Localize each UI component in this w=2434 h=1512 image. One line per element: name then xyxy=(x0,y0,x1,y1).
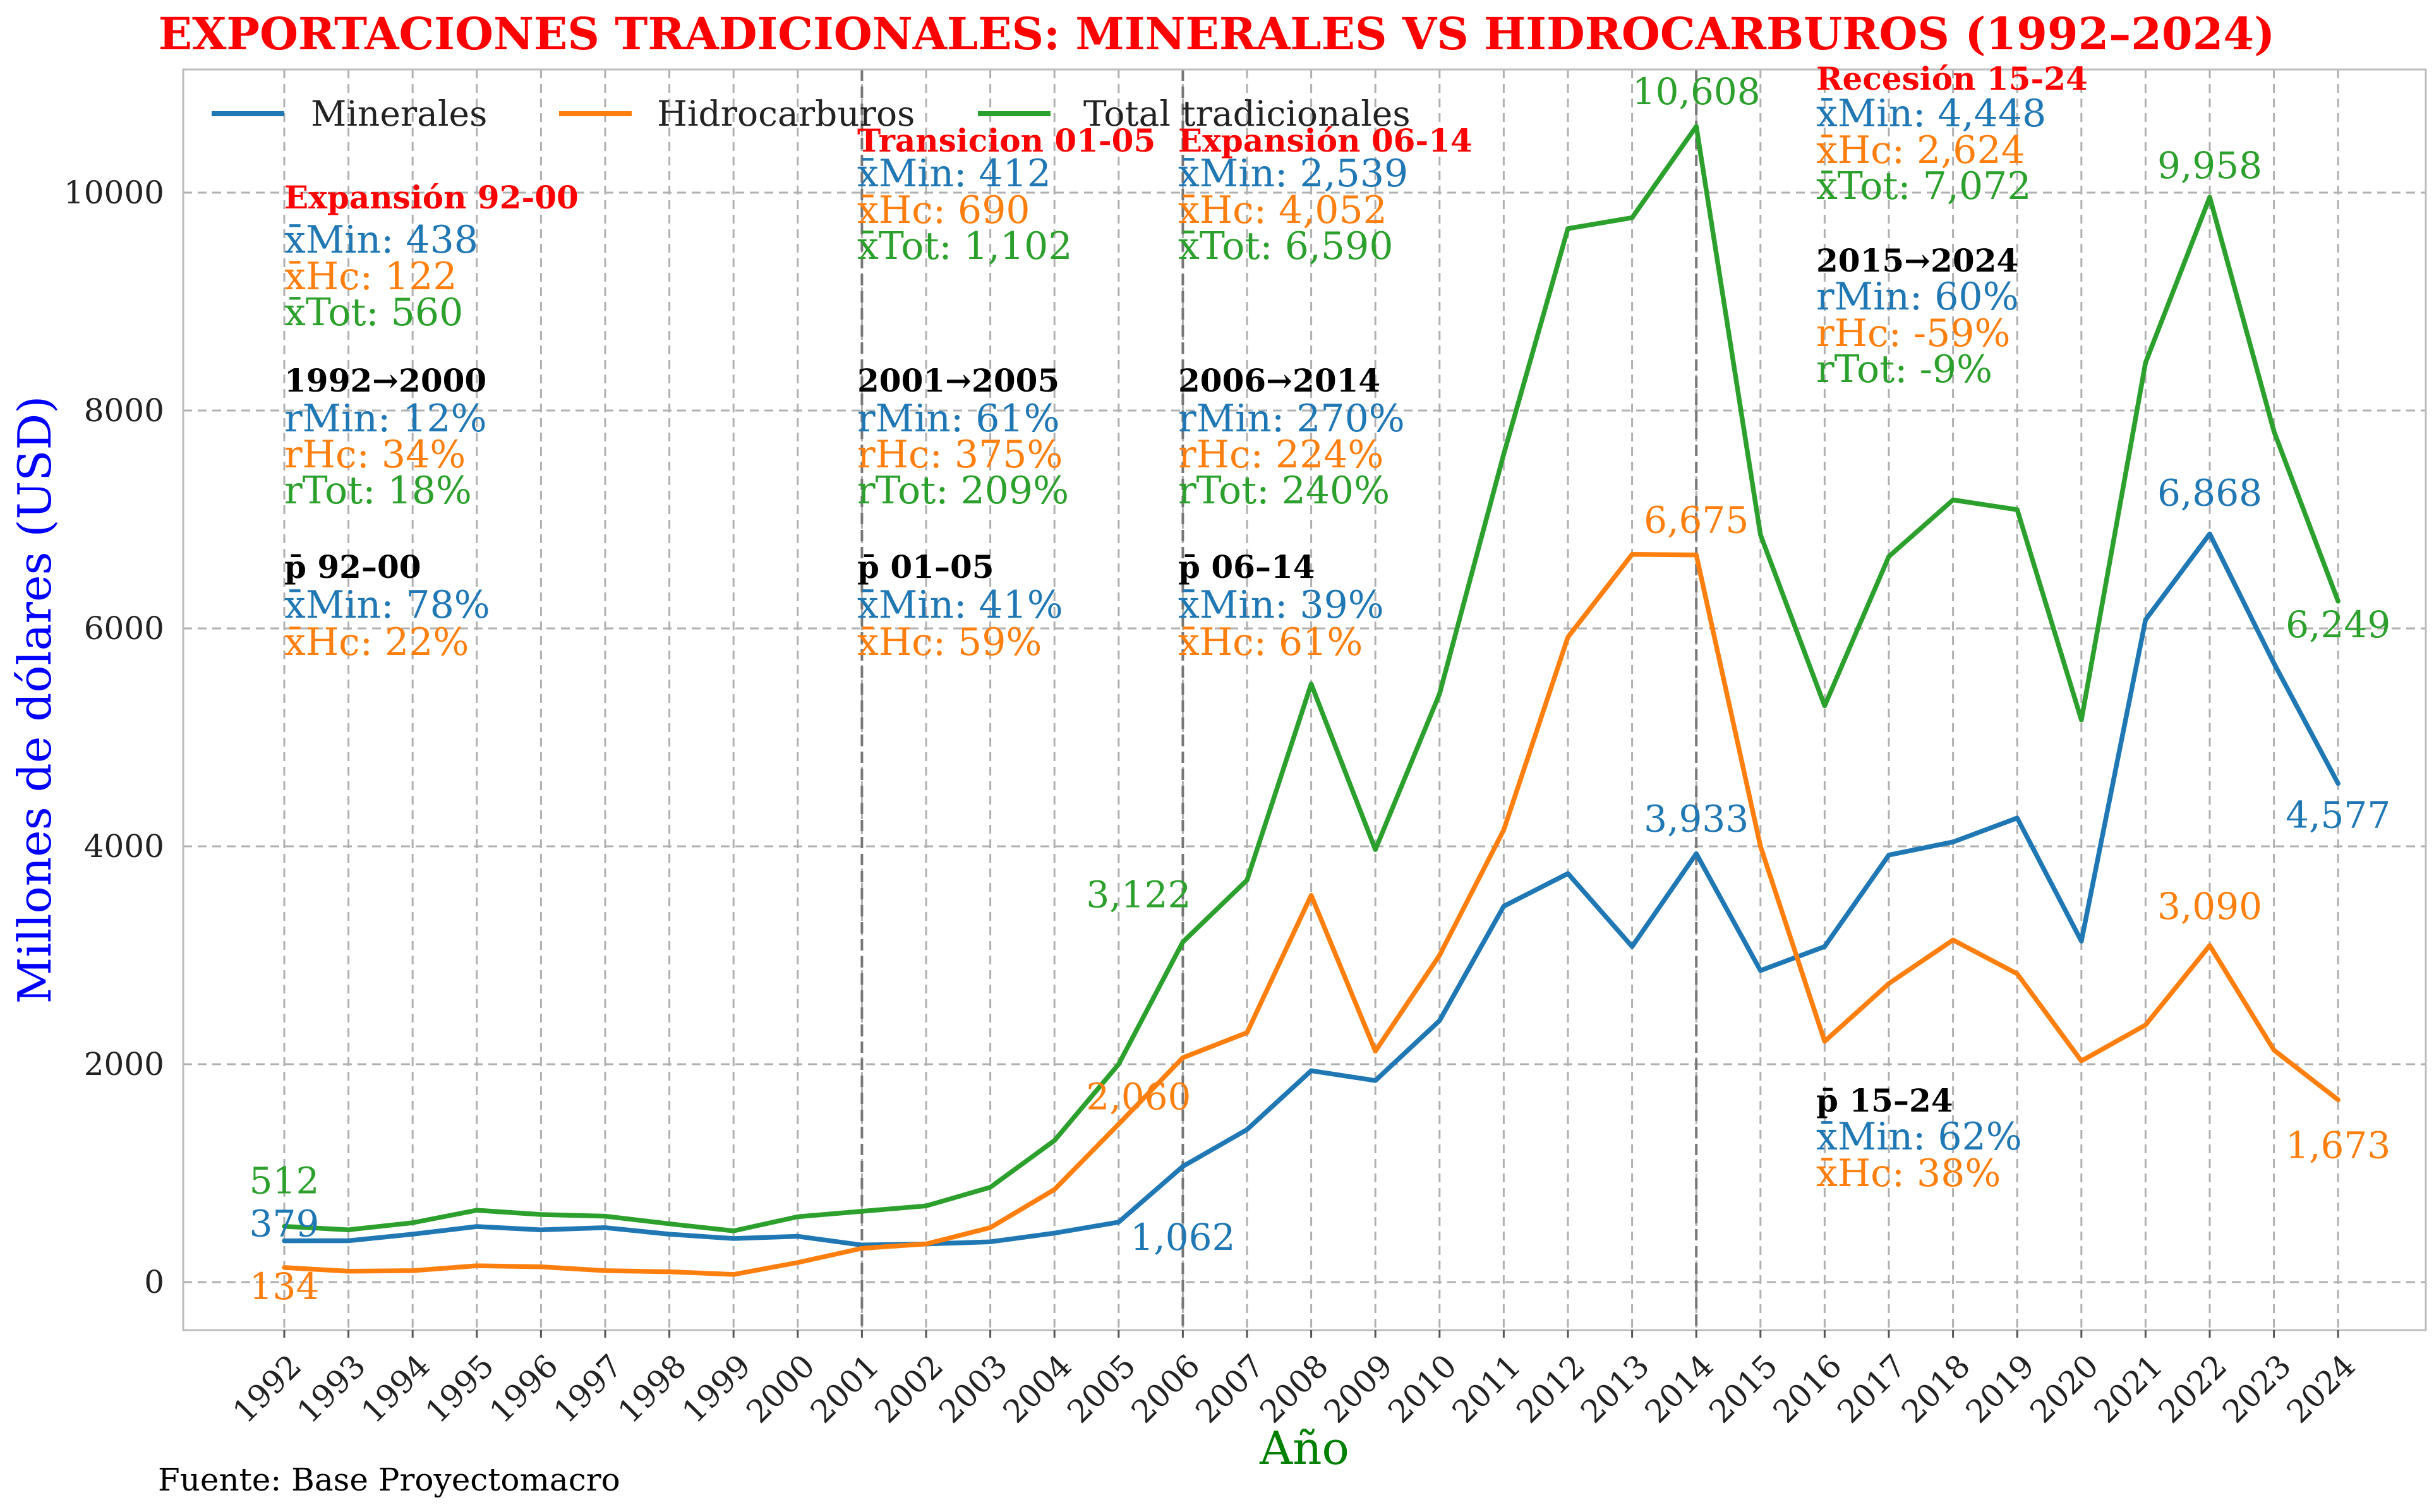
point-label-min-1992: 379 xyxy=(250,1203,320,1245)
y-tick-label: 4000 xyxy=(84,828,164,865)
period-growth-hc-p2: rHc: 375% xyxy=(857,433,1063,477)
period-mean-tot-p1: x̄Tot: 560 xyxy=(284,291,463,335)
point-label-tot-2014: 10,608 xyxy=(1632,70,1761,113)
period-share-min-p2: x̄Min: 41% xyxy=(857,583,1063,627)
period-growth-tot-p2: rTot: 209% xyxy=(857,469,1069,513)
point-label-hc-2022: 3,090 xyxy=(2157,885,2262,928)
period-share-hc-p2: x̄Hc: 59% xyxy=(857,620,1042,664)
period-growth-min-p1: rMin: 12% xyxy=(284,397,487,441)
period-share-hc-p3: x̄Hc: 61% xyxy=(1178,620,1363,664)
period-growth-title-p4: 2015→2024 xyxy=(1816,242,2018,279)
period-share-title-p3: p̄ 06–14 xyxy=(1178,548,1315,585)
y-tick-label: 8000 xyxy=(84,392,164,429)
point-label-tot-2024: 6,249 xyxy=(2286,603,2390,646)
point-label-min-2006: 1,062 xyxy=(1130,1216,1235,1259)
period-share-min-p3: x̄Min: 39% xyxy=(1178,583,1384,627)
series-lines xyxy=(282,124,2341,1277)
period-growth-title-p2: 2001→2005 xyxy=(857,362,1059,399)
period-growth-min-p3: rMin: 270% xyxy=(1178,397,1405,441)
period-mean-hc-p2: x̄Hc: 690 xyxy=(857,188,1030,232)
source-note: Fuente: Base Proyectomacro xyxy=(158,1461,620,1498)
plot-frame xyxy=(182,68,2427,1331)
point-label-min-2024: 4,577 xyxy=(2286,793,2390,836)
point-label-min-2014: 3,933 xyxy=(1644,798,1749,841)
period-share-min-p1: x̄Min: 78% xyxy=(284,583,490,627)
period-growth-min-p2: rMin: 61% xyxy=(857,397,1060,441)
period-growth-hc-p1: rHc: 34% xyxy=(284,433,466,477)
series-line-min xyxy=(282,531,2341,1248)
period-growth-title-p1: 1992→2000 xyxy=(284,362,486,399)
point-label-hc-1992: 134 xyxy=(250,1265,320,1308)
period-divider-lines xyxy=(860,69,1698,1330)
period-growth-title-p3: 2006→2014 xyxy=(1178,362,1380,399)
point-label-min-2022: 6,868 xyxy=(2157,471,2262,514)
legend: Minerales Hidrocarburos Total tradiciona… xyxy=(212,93,1411,134)
series-line-hc xyxy=(282,551,2341,1277)
chart-title: EXPORTACIONES TRADICIONALES: MINERALES V… xyxy=(159,8,2275,60)
y-tick-label: 0 xyxy=(144,1264,164,1300)
series-line-tot xyxy=(282,124,2341,1233)
point-label-hc-2024: 1,673 xyxy=(2286,1124,2390,1167)
y-axis-title: Millones de dólares (USD) xyxy=(8,396,61,1004)
period-growth-tot-p4: rTot: -9% xyxy=(1816,347,1992,392)
period-mean-tot-p3: x̄Tot: 6,590 xyxy=(1178,224,1394,268)
grid xyxy=(183,69,2426,1330)
period-title-p3: Expansión 06-14 xyxy=(1178,122,1473,159)
period-growth-min-p4: rMin: 60% xyxy=(1816,275,2019,319)
x-axis-title: Año xyxy=(1259,1422,1349,1475)
legend-label-total: Total tradicionales xyxy=(1083,93,1411,134)
legend-label-hidrocarburos: Hidrocarburos xyxy=(657,93,915,134)
point-label-hc-2014: 6,675 xyxy=(1644,499,1749,542)
y-tick-label: 10000 xyxy=(64,174,164,211)
period-mean-hc-p4: x̄Hc: 2,624 xyxy=(1816,128,2025,172)
period-mean-min-p3: x̄Min: 2,539 xyxy=(1178,152,1408,196)
period-mean-min-p1: x̄Min: 438 xyxy=(284,218,478,262)
period-share-hc-p4: x̄Hc: 38% xyxy=(1816,1151,2001,1196)
period-mean-tot-p4: x̄Tot: 7,072 xyxy=(1816,164,2032,208)
period-title-p1: Expansión 92-00 xyxy=(284,179,579,216)
y-axis-ticks: 0 2000 4000 6000 8000 10000 xyxy=(64,174,164,1300)
period-mean-hc-p3: x̄Hc: 4,052 xyxy=(1178,188,1387,232)
legend-label-minerales: Minerales xyxy=(311,93,487,134)
period-title-p4: Recesión 15-24 xyxy=(1816,60,2088,97)
period-growth-tot-p3: rTot: 240% xyxy=(1178,469,1390,513)
period-mean-hc-p1: x̄Hc: 122 xyxy=(284,255,457,299)
period-growth-hc-p4: rHc: -59% xyxy=(1816,311,2011,356)
point-label-hc-2006: 2,060 xyxy=(1086,1076,1191,1119)
point-label-tot-2006: 3,122 xyxy=(1086,873,1191,916)
period-share-title-p1: p̄ 92–00 xyxy=(284,548,421,585)
period-mean-min-p2: x̄Min: 412 xyxy=(857,152,1051,196)
y-tick-label: 2000 xyxy=(84,1046,164,1083)
point-label-tot-2022: 9,958 xyxy=(2157,144,2262,187)
period-share-hc-p1: x̄Hc: 22% xyxy=(284,620,469,664)
y-tick-label: 6000 xyxy=(84,610,164,647)
period-growth-tot-p1: rTot: 18% xyxy=(284,469,472,513)
point-label-tot-1992: 512 xyxy=(250,1160,320,1203)
period-mean-min-p4: x̄Min: 4,448 xyxy=(1816,92,2046,136)
period-growth-hc-p3: rHc: 224% xyxy=(1178,433,1383,477)
period-share-min-p4: x̄Min: 62% xyxy=(1816,1115,2022,1159)
period-title-p2: Transicion 01-05 xyxy=(857,122,1155,159)
period-share-title-p4: p̄ 15–24 xyxy=(1816,1082,1953,1119)
period-mean-tot-p2: x̄Tot: 1,102 xyxy=(857,224,1073,268)
period-share-title-p2: p̄ 01–05 xyxy=(857,548,994,585)
